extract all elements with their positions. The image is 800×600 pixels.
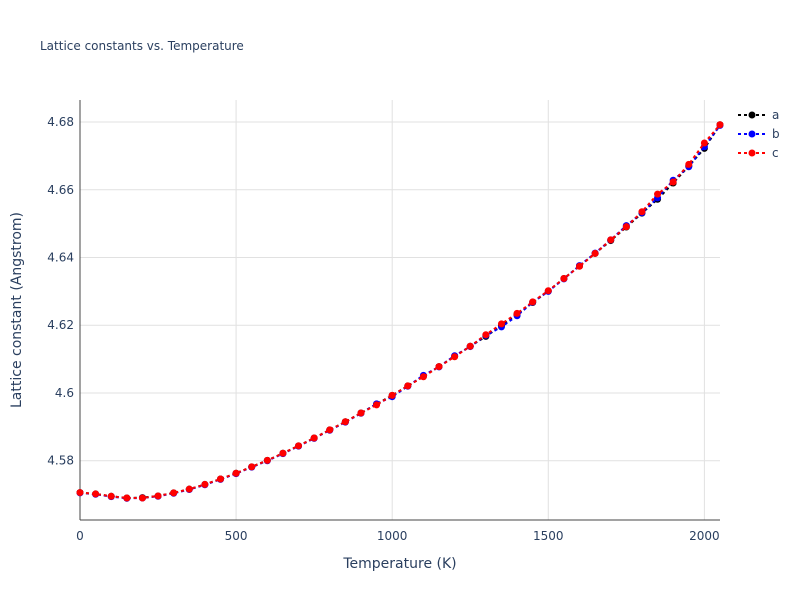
- x-tick-label: 1000: [377, 529, 408, 543]
- data-point-c: [185, 485, 193, 493]
- y-tick-label: 4.64: [47, 251, 74, 265]
- y-tick-label: 4.6: [55, 386, 74, 400]
- data-point-c: [685, 160, 693, 168]
- data-point-c: [248, 463, 256, 471]
- data-point-c: [310, 434, 318, 442]
- axis-layer: 0 500 1000 1500 2000 4.58 4.6 4.62 4.64 4.66 4.68: [47, 100, 720, 543]
- data-point-c: [513, 309, 521, 317]
- legend-item-c[interactable]: c: [738, 146, 779, 160]
- series-a: [76, 121, 724, 502]
- legend[interactable]: abc: [738, 108, 780, 160]
- x-axis-label: Temperature (K): [342, 556, 456, 572]
- data-point-c: [716, 121, 724, 129]
- y-tick-label: 4.68: [47, 115, 74, 129]
- data-point-c: [591, 249, 599, 257]
- series-line-c: [79, 124, 721, 499]
- data-point-c: [497, 320, 505, 328]
- series-b: [76, 121, 724, 502]
- y-axis-label: Lattice constant (Angstrom): [9, 212, 25, 408]
- series-c: [76, 121, 724, 502]
- data-point-c: [341, 418, 349, 426]
- legend-label: a: [772, 108, 779, 122]
- data-point-c: [357, 409, 365, 417]
- data-point-c: [638, 208, 646, 216]
- legend-label: b: [772, 127, 780, 141]
- data-point-c: [669, 178, 677, 186]
- data-point-c: [622, 223, 630, 231]
- x-tick-label: 1500: [533, 529, 564, 543]
- chart-title: Lattice constants vs. Temperature: [40, 39, 244, 53]
- data-point-c: [138, 494, 146, 502]
- data-point-c: [700, 139, 708, 147]
- data-point-c: [544, 287, 552, 295]
- series-layer: [76, 121, 724, 502]
- data-point-c: [92, 490, 100, 498]
- data-point-c: [607, 236, 615, 244]
- series-line-a: [79, 124, 721, 499]
- data-point-c: [388, 391, 396, 399]
- data-point-c: [279, 449, 287, 457]
- data-point-c: [404, 382, 412, 390]
- data-point-c: [419, 373, 427, 381]
- data-point-c: [435, 363, 443, 371]
- data-point-c: [654, 190, 662, 198]
- data-point-c: [154, 492, 162, 500]
- data-point-c: [576, 262, 584, 270]
- data-point-c: [326, 426, 334, 434]
- data-point-c: [232, 469, 240, 477]
- y-tick-label: 4.62: [47, 318, 74, 332]
- legend-item-b[interactable]: b: [738, 127, 780, 141]
- data-point-c: [107, 492, 115, 500]
- legend-marker: [748, 130, 756, 138]
- x-tick-label: 0: [76, 529, 84, 543]
- grid-layer: [80, 100, 720, 520]
- x-tick-label: 500: [225, 529, 248, 543]
- data-point-c: [76, 489, 84, 497]
- data-point-c: [170, 489, 178, 497]
- legend-label: c: [772, 146, 779, 160]
- y-tick-label: 4.58: [47, 454, 74, 468]
- data-point-c: [216, 475, 224, 483]
- y-tick-label: 4.66: [47, 183, 74, 197]
- legend-item-a[interactable]: a: [738, 108, 779, 122]
- data-point-c: [373, 401, 381, 409]
- legend-marker: [748, 111, 756, 119]
- data-point-c: [482, 331, 490, 339]
- data-point-c: [529, 298, 537, 306]
- data-point-c: [560, 275, 568, 282]
- data-point-c: [201, 480, 209, 488]
- legend-marker: [748, 149, 756, 157]
- data-point-c: [295, 442, 303, 450]
- data-point-c: [123, 494, 131, 502]
- data-point-c: [263, 456, 271, 464]
- data-point-c: [466, 342, 474, 350]
- series-line-b: [79, 124, 721, 500]
- x-tick-label: 2000: [689, 529, 720, 543]
- data-point-c: [451, 353, 459, 361]
